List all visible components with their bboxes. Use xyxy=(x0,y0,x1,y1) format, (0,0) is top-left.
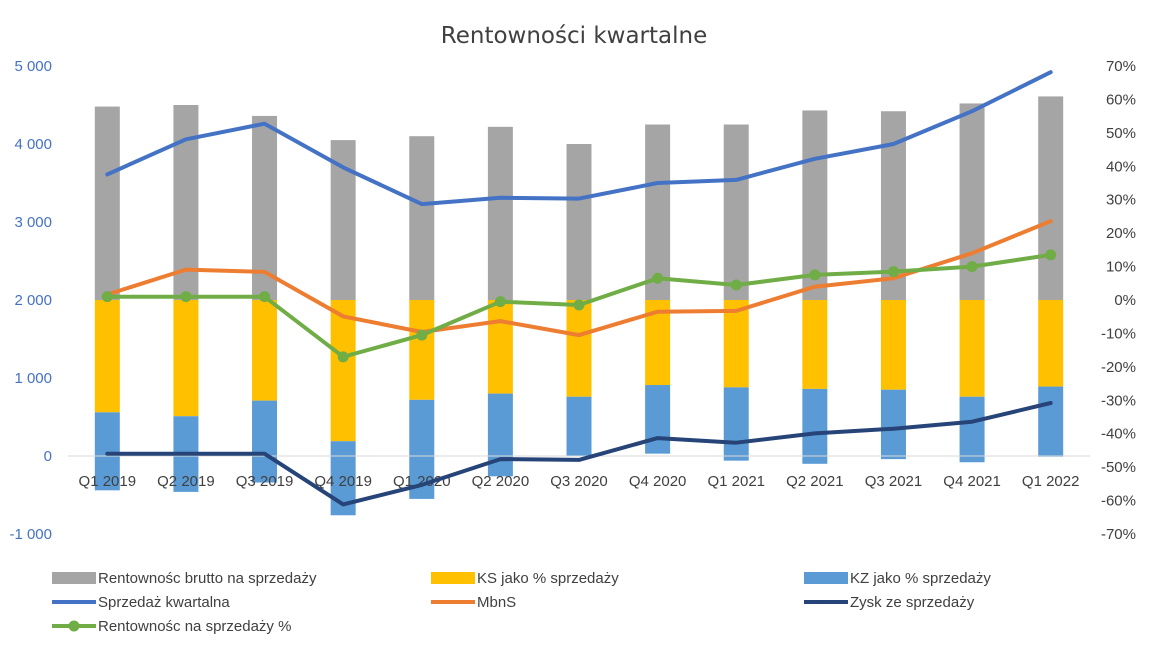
y-right-tick-label: -50% xyxy=(1101,459,1136,476)
legend-label: Rentownośc brutto na sprzedaży xyxy=(98,570,317,587)
line-marker-3-9 xyxy=(809,269,821,281)
bar-brutto-12 xyxy=(1038,96,1064,300)
y-left-tick-label: 5 000 xyxy=(14,58,52,75)
line-marker-3-7 xyxy=(652,272,664,284)
line-series-0 xyxy=(105,70,1053,207)
x-tick-label: Q3 2021 xyxy=(865,473,923,490)
y-right-tick-label: 30% xyxy=(1106,192,1136,209)
bar-brutto-0 xyxy=(94,106,120,300)
legend-swatch xyxy=(804,572,848,584)
bar-ks-1 xyxy=(173,300,199,417)
x-tick-label: Q4 2020 xyxy=(629,473,687,490)
bar-brutto-2 xyxy=(252,115,278,300)
chart-title: Rentowności kwartalne xyxy=(441,23,707,49)
line-marker-3-8 xyxy=(730,279,742,291)
bar-kz-11 xyxy=(959,396,985,463)
line-layer xyxy=(101,70,1057,507)
legend-swatch xyxy=(52,572,96,584)
y-right-tick-label: 20% xyxy=(1106,225,1136,242)
bar-ks-10 xyxy=(880,300,906,390)
x-tick-label: Q3 2019 xyxy=(236,473,294,490)
bar-kz-8 xyxy=(723,387,749,461)
legend-label: KZ jako % sprzedaży xyxy=(850,570,991,587)
line-marker-3-2 xyxy=(259,291,271,303)
y-right-tick-label: -30% xyxy=(1101,392,1136,409)
bar-ks-8 xyxy=(723,300,749,388)
y-left-tick-label: 0 xyxy=(44,448,52,465)
legend-label: MbnS xyxy=(477,594,516,611)
y-right-tick-label: 60% xyxy=(1106,91,1136,108)
bar-brutto-9 xyxy=(802,110,828,301)
y-left-tick-label: 3 000 xyxy=(14,214,52,231)
line-marker-3-11 xyxy=(966,261,978,273)
x-tick-label: Q1 2020 xyxy=(393,473,451,490)
line-series-2 xyxy=(105,401,1053,507)
bar-brutto-5 xyxy=(487,126,513,300)
bar-brutto-4 xyxy=(409,136,435,300)
y-right-tick-label: 0% xyxy=(1114,292,1136,309)
bar-brutto-8 xyxy=(723,124,749,300)
y-right-tick-label: 70% xyxy=(1106,58,1136,75)
x-tick-label: Q4 2019 xyxy=(314,473,372,490)
line-series-1 xyxy=(105,219,1053,338)
y-right-tick-label: -40% xyxy=(1101,426,1136,443)
line-marker-3-3 xyxy=(337,351,349,363)
line-marker-3-1 xyxy=(180,291,192,303)
bar-ks-9 xyxy=(802,300,828,389)
line-marker-3-4 xyxy=(416,329,428,341)
line-marker-3-10 xyxy=(887,266,899,278)
y-right-tick-label: 10% xyxy=(1106,259,1136,276)
x-tick-label: Q1 2022 xyxy=(1022,473,1080,490)
line-marker-3-12 xyxy=(1045,249,1057,261)
bar-kz-2 xyxy=(252,400,278,483)
line-marker-3-5 xyxy=(494,296,506,308)
bar-ks-4 xyxy=(409,300,435,400)
x-tick-label: Q4 2021 xyxy=(943,473,1001,490)
bar-brutto-6 xyxy=(566,144,592,300)
bar-ks-5 xyxy=(487,300,513,394)
legend-label: Zysk ze sprzedaży xyxy=(850,594,975,611)
bar-ks-3 xyxy=(330,300,356,442)
x-tick-label: Q1 2019 xyxy=(79,473,137,490)
y-right-tick-label: -60% xyxy=(1101,493,1136,510)
bar-kz-0 xyxy=(94,412,120,491)
y-left-tick-label: 4 000 xyxy=(14,136,52,153)
x-tick-label: Q2 2019 xyxy=(157,473,215,490)
bar-ks-11 xyxy=(959,300,985,397)
y-right-tick-label: -70% xyxy=(1101,526,1136,543)
y-right-tick-label: -10% xyxy=(1101,325,1136,342)
x-tick-label: Q1 2021 xyxy=(707,473,765,490)
y-left-tick-label: -1 000 xyxy=(9,526,52,543)
bar-kz-12 xyxy=(1038,386,1064,457)
bar-kz-9 xyxy=(802,388,828,464)
y-left-tick-label: 2 000 xyxy=(14,292,52,309)
x-tick-label: Q2 2021 xyxy=(786,473,844,490)
bar-ks-6 xyxy=(566,300,592,397)
y-right-tick-label: 50% xyxy=(1106,125,1136,142)
legend-swatch xyxy=(431,572,475,584)
line-marker-3-0 xyxy=(101,291,113,303)
x-tick-label: Q2 2020 xyxy=(472,473,530,490)
bar-kz-6 xyxy=(566,396,592,456)
legend-label: Rentownośc na sprzedaży % xyxy=(98,618,291,635)
legend-marker xyxy=(68,620,80,632)
legend-label: Sprzedaż kwartalna xyxy=(98,594,230,611)
bar-ks-0 xyxy=(94,300,120,413)
bar-ks-12 xyxy=(1038,300,1064,387)
line-marker-3-6 xyxy=(573,299,585,311)
bar-kz-10 xyxy=(880,389,906,460)
legend: Rentownośc brutto na sprzedaży KS jako % … xyxy=(52,570,991,635)
y-right-tick-label: -20% xyxy=(1101,359,1136,376)
bar-brutto-7 xyxy=(645,124,671,300)
legend-label: KS jako % sprzedaży xyxy=(477,570,619,587)
bar-ks-2 xyxy=(252,300,278,401)
y-right-tick-label: 40% xyxy=(1106,158,1136,175)
y-left-tick-label: 1 000 xyxy=(14,370,52,387)
bar-kz-7 xyxy=(645,385,671,454)
x-tick-label: Q3 2020 xyxy=(550,473,608,490)
axis-layer: -1 000 0 1 000 2 000 3 000 4 000 5 000 -70% -60%… xyxy=(9,58,1136,543)
